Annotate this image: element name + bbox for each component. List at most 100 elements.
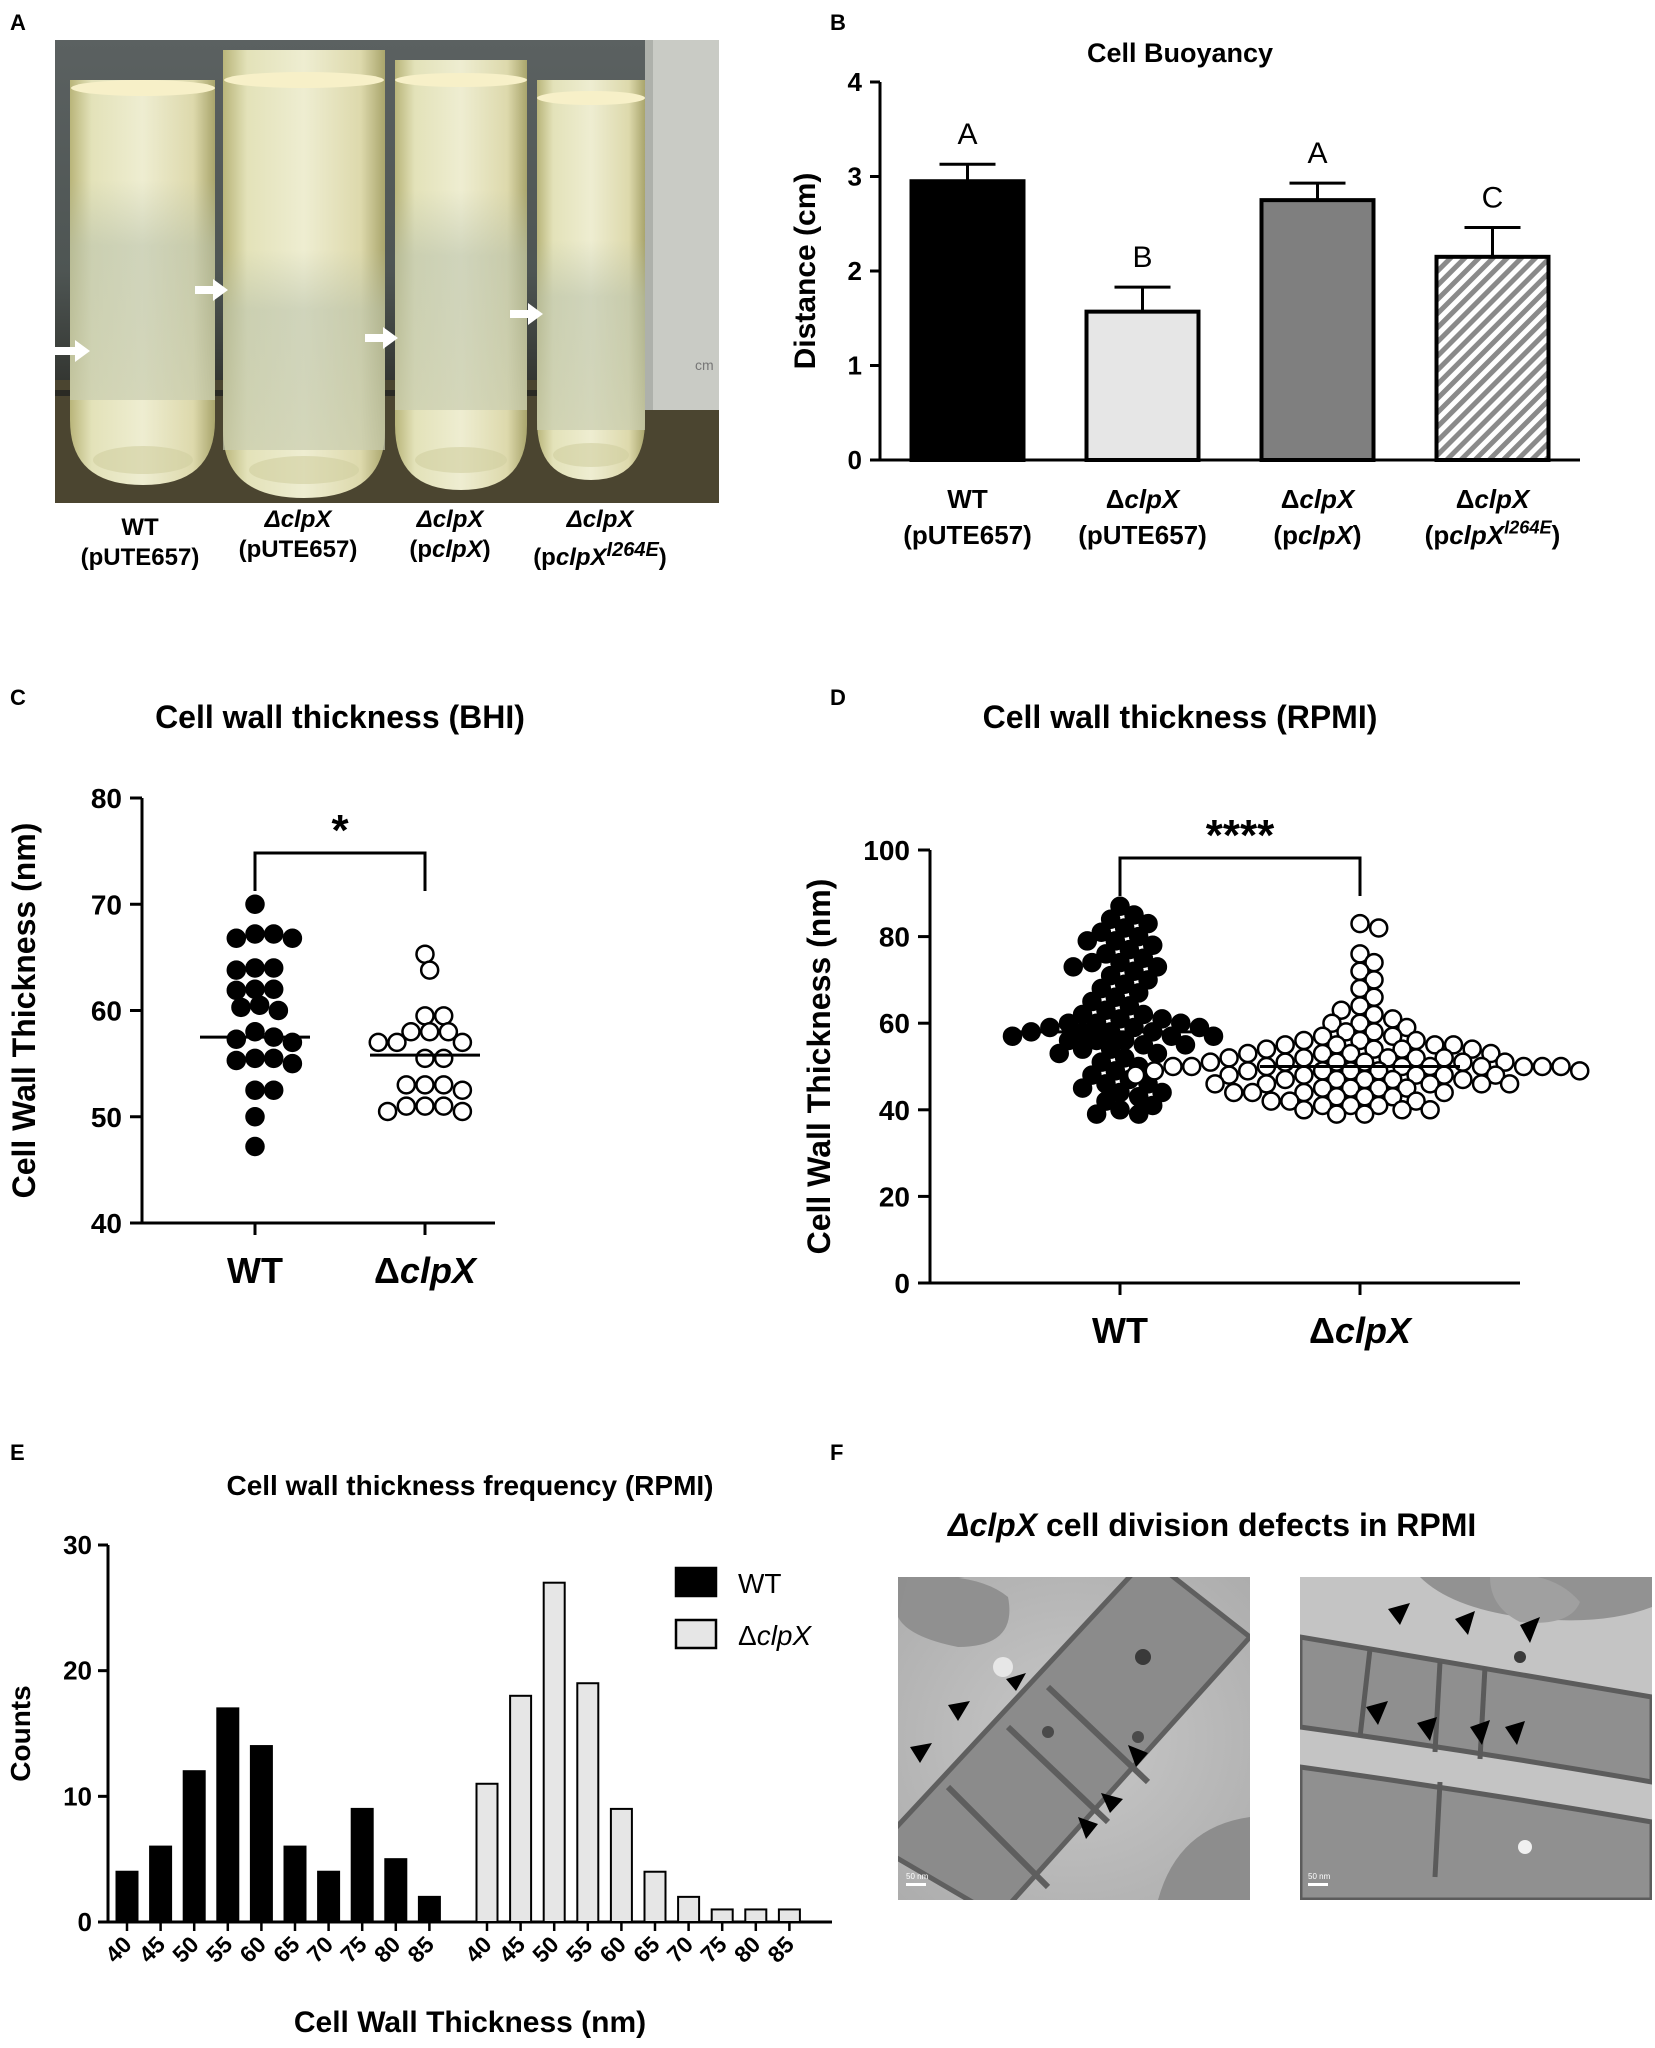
scale-bar xyxy=(1308,1883,1328,1886)
tubes-photo: cm xyxy=(55,40,719,503)
data-point xyxy=(1420,1074,1440,1094)
bar xyxy=(1259,198,1376,462)
data-point xyxy=(1105,1061,1126,1081)
significance-bracket xyxy=(1118,856,1362,896)
tube-label-plasmid: (pUTE657) xyxy=(80,544,200,571)
data-point xyxy=(1138,970,1158,990)
x-tick-label: ΔclpX xyxy=(1309,1310,1413,1351)
data-point xyxy=(1326,1104,1347,1124)
x-tick-label: 85 xyxy=(402,1931,439,1968)
x-tick-label: 50 xyxy=(167,1931,203,1967)
tube-2 xyxy=(223,50,385,498)
bar xyxy=(509,1694,533,1923)
x-tick-label: 60 xyxy=(234,1931,270,1967)
x-tick-part: Δ xyxy=(1281,484,1300,514)
defect-arrows xyxy=(910,1673,1148,1839)
data-point xyxy=(1242,1082,1263,1103)
y-tick-label: 60 xyxy=(879,1008,910,1039)
x-tick-label: 40 xyxy=(100,1931,136,1967)
bar xyxy=(1434,254,1551,462)
data-point xyxy=(1144,1061,1165,1081)
x-axis-label: Cell Wall Thickness (nm) xyxy=(294,2006,646,2039)
bar xyxy=(542,1581,566,1923)
data-point xyxy=(415,1096,435,1116)
data-point xyxy=(1096,944,1116,964)
x-tick-label: (pUTE657) xyxy=(903,520,1032,550)
bar xyxy=(216,1707,240,1923)
x-tick-label: ΔclpX xyxy=(1281,484,1356,514)
data-point xyxy=(1322,1013,1342,1033)
bar xyxy=(1084,309,1201,463)
data-point xyxy=(1163,1056,1183,1077)
x-tick-label: ΔclpX xyxy=(374,1250,478,1291)
y-tick-label: 60 xyxy=(91,996,122,1027)
data-point xyxy=(1406,1091,1426,1111)
y-tick-label: 0 xyxy=(894,1268,910,1299)
y-tick-label: 2 xyxy=(848,256,862,286)
data-point xyxy=(1091,922,1112,943)
x-tick-label: 75 xyxy=(695,1931,732,1968)
data-point xyxy=(249,995,270,1015)
data-point xyxy=(1569,1061,1590,1081)
data-point xyxy=(1513,1056,1534,1077)
data-point xyxy=(245,1048,265,1069)
bar xyxy=(417,1895,441,1924)
data-point xyxy=(1138,913,1158,934)
data-point xyxy=(1128,1104,1149,1124)
tube-3 xyxy=(395,60,527,490)
data-point xyxy=(1238,1061,1258,1081)
data-point xyxy=(245,894,265,914)
panel-label-f: F xyxy=(830,1440,844,1465)
bar xyxy=(149,1845,173,1924)
y-axis-label: Distance (cm) xyxy=(789,173,822,370)
x-tick-part: clpX xyxy=(1474,484,1531,514)
arrow-icon xyxy=(365,327,398,349)
chart-b-title: Cell Buoyancy xyxy=(1087,38,1273,68)
x-tick-label: ΔclpX xyxy=(1106,484,1181,514)
y-axis-label: Cell Wall Thickness (nm) xyxy=(801,879,837,1255)
data-point xyxy=(1368,918,1389,938)
x-tick-label: 55 xyxy=(201,1931,238,1968)
x-tick-part: clpX xyxy=(1335,1310,1413,1351)
x-tick-label: WT xyxy=(227,1250,283,1291)
panel-f-title-rest: cell division defects in RPMI xyxy=(1037,1507,1477,1543)
data-point xyxy=(1096,1000,1116,1020)
data-point xyxy=(1219,1048,1239,1068)
y-tick-label: 30 xyxy=(63,1530,92,1560)
legend-swatch xyxy=(674,1566,718,1598)
data-point xyxy=(1443,1035,1464,1055)
bar xyxy=(115,1870,139,1924)
data-point xyxy=(1294,1065,1314,1085)
data-point xyxy=(245,958,265,978)
x-tick-label: 85 xyxy=(762,1931,799,1968)
bar xyxy=(249,1745,273,1924)
data-point xyxy=(245,1107,265,1127)
tem-image-2-drawing: 50 nm xyxy=(1300,1577,1652,1900)
data-point xyxy=(245,1136,265,1157)
data-point xyxy=(1114,918,1135,938)
data-point xyxy=(1128,926,1149,947)
y-tick-label: 20 xyxy=(879,1181,910,1212)
bar xyxy=(777,1908,801,1923)
data-point xyxy=(1434,1082,1454,1103)
y-axis-label: Cell Wall Thickness (nm) xyxy=(6,823,42,1199)
data-point xyxy=(268,1000,289,1021)
y-tick-label: 40 xyxy=(879,1095,910,1126)
bar xyxy=(744,1908,768,1923)
tube-label-2: ΔclpX (pUTE657) xyxy=(218,505,378,565)
x-tick-label: 80 xyxy=(369,1931,405,1967)
y-tick-label: 70 xyxy=(91,889,122,920)
data-point xyxy=(1110,896,1130,917)
x-tick-part: clpX xyxy=(1299,484,1356,514)
x-tick-label: WT xyxy=(1092,1310,1148,1351)
tube-label-plasmid: (pclpXI264E) xyxy=(533,539,667,571)
y-tick-label: 20 xyxy=(63,1656,92,1686)
data-point xyxy=(396,1075,417,1095)
bar xyxy=(609,1807,633,1923)
data-point xyxy=(438,1022,459,1042)
significance-mark: **** xyxy=(1206,811,1275,860)
data-point xyxy=(245,979,265,999)
x-tick-part: Δ xyxy=(1309,1310,1335,1351)
data-point xyxy=(1350,913,1370,934)
significance-bracket xyxy=(253,851,427,891)
